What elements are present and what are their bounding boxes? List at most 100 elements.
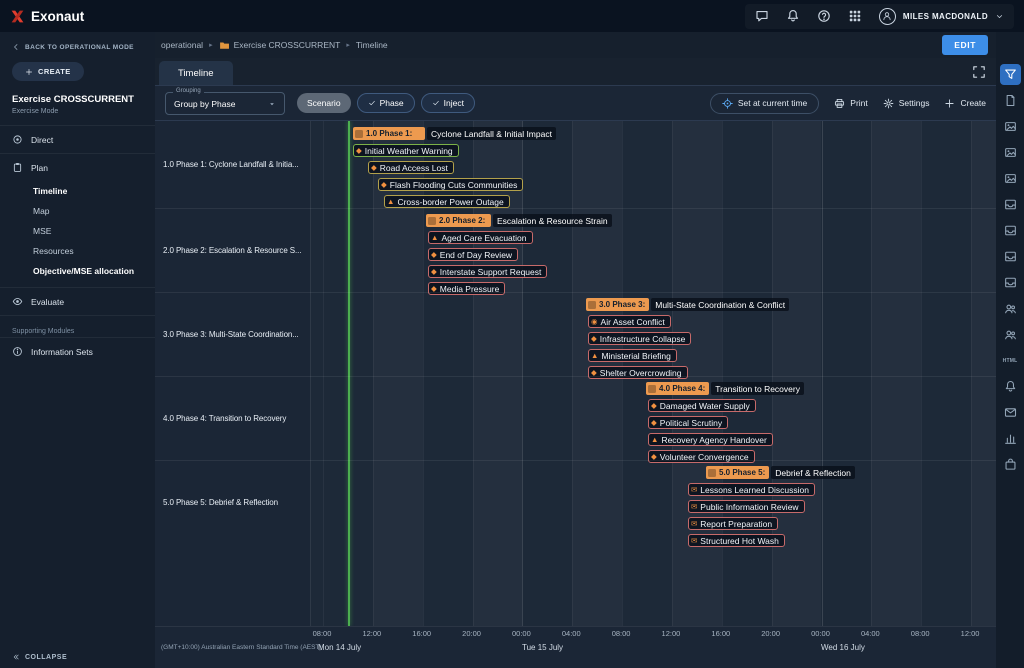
inject-chip[interactable]: ▲Cross-border Power Outage [384,195,510,208]
timeline-row-label: 4.0 Phase 4: Transition to Recovery [155,376,310,460]
diamond-icon: ◆ [381,181,387,189]
filter-chip-scenario[interactable]: Scenario [297,93,351,113]
inject-chip[interactable]: ✉Public Information Review [688,500,805,513]
phase-bar[interactable]: 2.0 Phase 2:Escalation & Resource Strain [426,214,612,227]
axis-tick-label: 16:00 [711,629,730,638]
rail-archive-tray-2-icon[interactable] [1000,220,1021,241]
inject-chip[interactable]: ◆Shelter Overcrowding [588,366,688,379]
action-print[interactable]: Print [834,98,867,109]
apps-grid-icon[interactable] [848,9,862,23]
sidebar-item-direct[interactable]: Direct [0,125,155,153]
phase-bar-label-overflow: Escalation & Resource Strain [493,214,612,227]
action-set-at-current-time[interactable]: Set at current time [710,93,819,114]
inject-label: Structured Hot Wash [700,536,779,546]
rail-archive-tray-1-icon[interactable] [1000,194,1021,215]
grouping-value: Group by Phase [174,99,235,109]
phase-bar[interactable]: 1.0 Phase 1:Cyclone Landfall & Initial I… [353,127,556,140]
inject-chip[interactable]: ✉Report Preparation [688,517,778,530]
filter-chip-phase[interactable]: Phase [357,93,415,113]
inject-chip[interactable]: ◆Media Pressure [428,282,505,295]
tab-timeline[interactable]: Timeline [159,61,233,85]
sidebar-item-information-sets[interactable]: Information Sets [0,337,155,365]
inject-chip[interactable]: ✉Lessons Learned Discussion [688,483,815,496]
crosshair-icon [722,98,733,109]
rail-chart-icon[interactable] [1000,428,1021,449]
sidebar-item-map[interactable]: Map [33,201,155,221]
grouping-label: Grouping [173,88,204,94]
inject-chip[interactable]: ▲Ministerial Briefing [588,349,677,362]
printer-icon [834,98,845,109]
rail-notifications-icon[interactable] [1000,376,1021,397]
rail-image-card-1-icon[interactable] [1000,116,1021,137]
sidebar-item-resources[interactable]: Resources [33,241,155,261]
inject-chip[interactable]: ◆Road Access Lost [368,161,454,174]
current-time-line [348,121,350,626]
diamond-icon: ◆ [356,147,362,155]
rail-document-icon[interactable] [1000,90,1021,111]
warning-icon: ▲ [651,436,658,444]
inject-chip[interactable]: ✉Structured Hot Wash [688,534,785,547]
breadcrumb-item-timeline[interactable]: Timeline [356,40,388,50]
rail-filter-icon[interactable] [1000,64,1021,85]
action-settings[interactable]: Settings [883,98,930,109]
inject-chip[interactable]: ▲Recovery Agency Handover [648,433,773,446]
ring-icon: ◉ [591,318,598,326]
sidebar-item-plan[interactable]: Plan [0,153,155,181]
sidebar-item-objective-mse-allocation[interactable]: Objective/MSE allocation [33,261,155,281]
collapse-sidebar-button[interactable]: COLLAPSE [12,653,67,661]
rail-archive-tray-3-icon[interactable] [1000,246,1021,267]
inject-chip[interactable]: ◉Air Asset Conflict [588,315,671,328]
rail-mail-icon[interactable] [1000,402,1021,423]
phase-bar[interactable]: 4.0 Phase 4:Transition to Recovery [646,382,804,395]
user-menu[interactable]: MILES MACDONALD [879,8,1004,25]
grouping-select[interactable]: Grouping Group by Phase [165,92,285,115]
filter-chip-inject[interactable]: Inject [421,93,475,113]
axis-day-label: Tue 15 July [522,643,563,652]
sidebar-item-timeline[interactable]: Timeline [33,181,155,201]
rail-briefcase-icon[interactable] [1000,454,1021,475]
grid-stripe [772,121,822,626]
inject-chip[interactable]: ◆Infrastructure Collapse [588,332,691,345]
sidebar-subnav: TimelineMapMSEResourcesObjective/MSE all… [0,181,155,287]
diamond-icon: ◆ [431,251,437,259]
inject-chip[interactable]: ◆Flash Flooding Cuts Communities [378,178,523,191]
breadcrumb-item-operational[interactable]: operational [161,40,203,50]
phase-icon [648,385,656,393]
back-to-operational-mode-link[interactable]: BACK TO OPERATIONAL MODE [0,32,155,60]
inject-chip[interactable]: ▲Aged Care Evacuation [428,231,533,244]
phase-bar[interactable]: 5.0 Phase 5:Debrief & Reflection [706,466,855,479]
app-logo[interactable]: Exonaut [10,9,84,24]
inject-chip[interactable]: ◆Interstate Support Request [428,265,547,278]
breadcrumb-item-exercise-crosscurrent[interactable]: Exercise CROSSCURRENT [219,40,341,51]
collapse-label: COLLAPSE [25,654,67,661]
chat-icon[interactable] [755,9,769,23]
rail-html-icon[interactable]: HTML [1000,350,1021,371]
tab-strip: Timeline [155,58,996,86]
rail-people-group-1-icon[interactable] [1000,298,1021,319]
inject-chip[interactable]: ◆End of Day Review [428,248,518,261]
phase-bar-label-overflow: Multi-State Coordination & Conflict [651,298,789,311]
phase-bar-label-overflow: Cyclone Landfall & Initial Impact [427,127,556,140]
sidebar-item-mse[interactable]: MSE [33,221,155,241]
rail-people-group-2-icon[interactable] [1000,324,1021,345]
edit-button[interactable]: EDIT [942,35,988,55]
notifications-icon[interactable] [786,9,800,23]
rail-image-card-3-icon[interactable] [1000,168,1021,189]
rail-archive-tray-4-icon[interactable] [1000,272,1021,293]
phase-bar-label: 4.0 Phase 4: [659,384,705,393]
help-icon[interactable] [817,9,831,23]
fullscreen-icon[interactable] [972,65,986,79]
inject-chip[interactable]: ◆Initial Weather Warning [353,144,459,157]
timeline-grid: 1.0 Phase 1:Cyclone Landfall & Initial I… [310,121,996,626]
create-button[interactable]: CREATE [12,62,84,81]
inject-chip[interactable]: ◆Volunteer Convergence [648,450,755,463]
inject-label: Political Scrutiny [660,418,722,428]
rail-image-card-2-icon[interactable] [1000,142,1021,163]
inject-chip[interactable]: ◆Political Scrutiny [648,416,728,429]
row-divider [155,208,996,209]
action-create[interactable]: Create [944,98,986,109]
sidebar-item-evaluate[interactable]: Evaluate [0,287,155,315]
phase-bar[interactable]: 3.0 Phase 3:Multi-State Coordination & C… [586,298,789,311]
grid-line [373,121,374,626]
inject-chip[interactable]: ◆Damaged Water Supply [648,399,756,412]
